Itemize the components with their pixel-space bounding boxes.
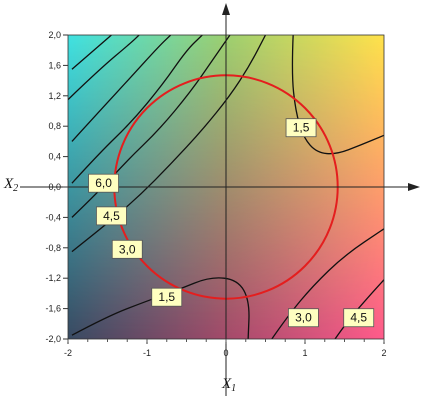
- contour-label: 4,5: [96, 206, 127, 226]
- contour-label-text: 4,5: [103, 209, 120, 223]
- y-tick-label: -1,6: [45, 304, 61, 314]
- y-tick-group: -2,0 -1,6 -1,2 -0,8 -0,4 0,0 0,4 0,8 1,2 1,6 2,0: [45, 30, 68, 344]
- contour-line-1: [71, 35, 112, 70]
- axes: [20, 3, 420, 396]
- contour-label-box: [88, 173, 119, 193]
- contour-label: 4,5: [343, 308, 375, 328]
- contour-label-text: 1,5: [158, 290, 175, 304]
- contour-label: 3,0: [111, 239, 143, 259]
- y-tick-label: 2,0: [48, 30, 61, 40]
- y-tick-label: 1,6: [48, 60, 61, 70]
- x-tick-group: -2 -1 0 1 2: [64, 339, 387, 358]
- y-tick-label: -0,8: [45, 243, 61, 253]
- contour-label: 3,0: [288, 308, 319, 328]
- contour-label-text: 1,5: [293, 121, 310, 135]
- x-tick-label: -2: [64, 348, 72, 358]
- contour-label-box: [96, 206, 127, 226]
- contour-label: 1,5: [285, 118, 317, 138]
- contour-line-2: [68, 35, 140, 101]
- y-tick-label: 0,4: [48, 152, 61, 162]
- contour-label: 6,0: [88, 173, 119, 193]
- y-tick-label: 0,0: [48, 182, 61, 192]
- contour-label: 1,5: [151, 287, 183, 307]
- contour-label-text: 6,0: [95, 176, 112, 190]
- contour-label-text: 3,0: [119, 242, 136, 256]
- contour-label-box: [343, 308, 375, 328]
- x-tick-label: 0: [223, 348, 228, 358]
- contour-label-text: 3,0: [295, 311, 312, 325]
- contour-label-box: [288, 308, 319, 328]
- y-axis-arrow: [222, 3, 230, 15]
- x-tick-label: -1: [143, 348, 151, 358]
- contour-line-4: [71, 35, 203, 184]
- x-tick-label: 2: [381, 348, 386, 358]
- contour-label-box: [111, 239, 143, 259]
- x-tick-label: 1: [302, 348, 307, 358]
- contour-line-8: [71, 277, 250, 339]
- y-tick-label: 0,8: [48, 121, 61, 131]
- contour-line-3: [71, 35, 172, 142]
- y-axis-title: X2: [3, 176, 18, 194]
- contour-label-box: [151, 287, 183, 307]
- contour-line-7: [291, 35, 384, 155]
- y-tick-label: -1,2: [45, 273, 61, 283]
- y-tick-label: 1,2: [48, 91, 61, 101]
- contour-label-text: 4,5: [350, 311, 367, 325]
- x-axis-title: X1: [221, 376, 236, 394]
- y-tick-label: -0,4: [45, 212, 61, 222]
- contour-line-9: [271, 228, 384, 339]
- contour-label-group: 1,5 6,0 4,5 3,0 1,5 3,0 4,5: [88, 118, 375, 328]
- x-axis-arrow: [408, 183, 420, 191]
- y-tick-label: -2,0: [45, 334, 61, 344]
- contour-label-box: [285, 118, 317, 138]
